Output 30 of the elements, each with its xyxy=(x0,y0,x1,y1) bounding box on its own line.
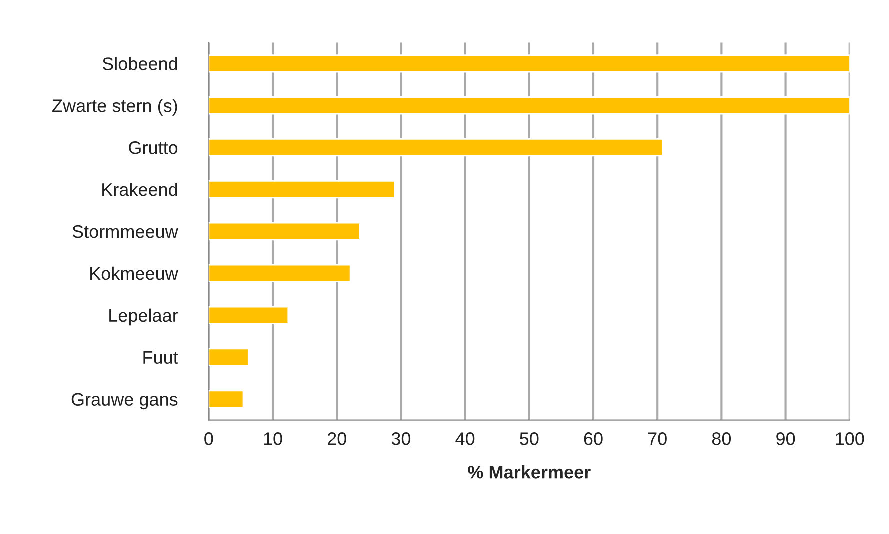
y-tick-label: Fuut xyxy=(144,351,178,364)
bar xyxy=(208,306,290,324)
x-axis-title: % Markermeer xyxy=(468,466,591,479)
x-tick-label: 70 xyxy=(648,432,667,446)
x-tick-label: 80 xyxy=(712,432,732,446)
x-tick-label: 100 xyxy=(836,432,864,446)
x-tick-label: 60 xyxy=(584,432,603,446)
bar xyxy=(208,96,850,115)
x-tick-label: 90 xyxy=(776,432,796,446)
y-tick-label: Stormmeeuw xyxy=(72,225,178,238)
x-tick-label: 50 xyxy=(520,432,539,446)
bar xyxy=(208,180,396,199)
bar xyxy=(208,348,250,366)
x-tick-label: 20 xyxy=(328,432,346,446)
x-tick-label: 0 xyxy=(204,432,214,446)
bar xyxy=(208,138,664,157)
y-tick-label: Krakeend xyxy=(102,183,178,196)
y-tick-label: Kokmeeuw xyxy=(90,266,178,280)
bar xyxy=(208,222,361,241)
x-tick-label: 30 xyxy=(392,432,411,446)
y-tick-label: Slobeend xyxy=(102,57,178,70)
y-tick-label: Lepelaar xyxy=(110,308,178,326)
bar xyxy=(208,54,850,73)
y-tick-label: Grauwe gans xyxy=(72,393,178,410)
y-tick-label: Zwarte stern (s) xyxy=(52,99,178,116)
x-tick-label: 40 xyxy=(456,432,475,446)
y-tick-label: Grutto xyxy=(129,142,178,154)
x-tick-label: 10 xyxy=(264,432,282,446)
bar xyxy=(208,390,244,408)
bar xyxy=(208,264,352,283)
